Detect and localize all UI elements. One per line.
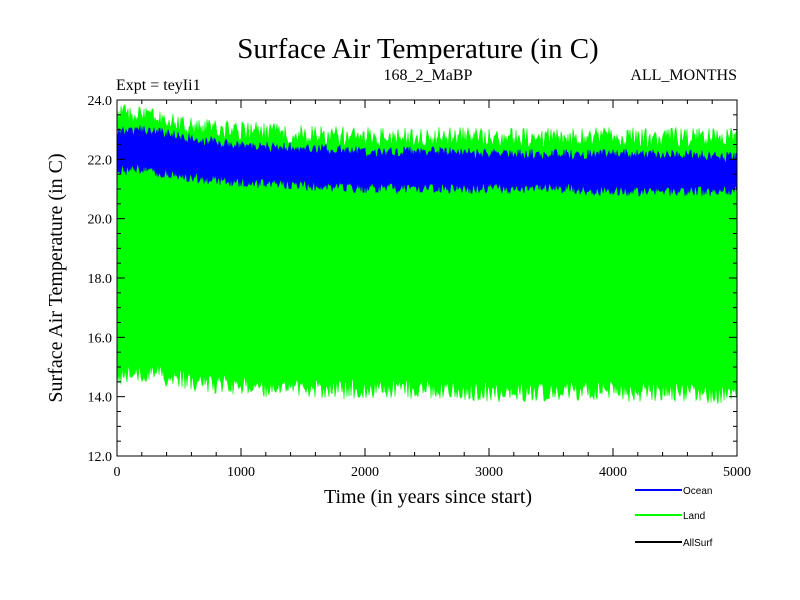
y-axis: 12.0 14.0 16.0 18.0 20.0 22.0 24.0 [88, 94, 737, 465]
period-label: 168_2_MaBP [384, 67, 473, 84]
x-axis: 0 1000 2000 3000 4000 5000 [114, 100, 751, 480]
chart-title: Surface Air Temperature (in C) [237, 33, 598, 65]
x-tick-label: 0 [114, 465, 121, 480]
legend-label-allsurf: AllSurf [683, 538, 713, 549]
x-tick-label: 1000 [227, 465, 255, 480]
y-axis-label: Surface Air Temperature (in C) [45, 153, 67, 402]
experiment-label: Expt = teyIi1 [116, 77, 201, 94]
y-tick-label: 22.0 [88, 153, 113, 168]
plot-area [116, 104, 738, 405]
y-tick-label: 14.0 [88, 391, 113, 406]
x-tick-label: 3000 [475, 465, 503, 480]
legend: Ocean Land AllSurf [635, 486, 713, 549]
legend-label-ocean: Ocean [683, 486, 712, 497]
x-axis-label: Time (in years since start) [324, 486, 532, 508]
x-tick-label: 2000 [351, 465, 379, 480]
x-tick-label: 5000 [723, 465, 751, 480]
y-tick-label: 24.0 [88, 94, 113, 109]
y-tick-label: 20.0 [88, 213, 113, 228]
y-tick-label: 12.0 [88, 450, 113, 465]
legend-label-land: Land [683, 511, 705, 522]
y-tick-label: 18.0 [88, 272, 113, 287]
y-tick-label: 16.0 [88, 331, 113, 346]
months-label: ALL_MONTHS [630, 67, 737, 84]
x-tick-label: 4000 [599, 465, 627, 480]
